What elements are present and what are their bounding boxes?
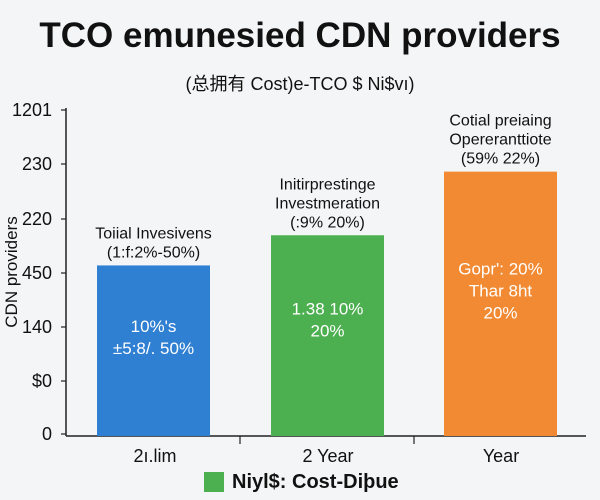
- bar-3: [444, 171, 557, 436]
- x-tick-label: Year: [483, 446, 519, 466]
- y-tick-label: 1201: [12, 100, 52, 120]
- bar-2-top-label: (:9% 20%): [290, 214, 365, 231]
- bar-1-inner-label: 10%'s: [131, 317, 177, 336]
- bar-2: [271, 235, 384, 436]
- bar-3-inner-label: Thar 8ht: [469, 282, 533, 301]
- y-axis-title: CDN providers: [2, 216, 21, 327]
- bar-2-top-label: Initirprestinge: [279, 176, 375, 193]
- y-tick-label: 230: [22, 154, 52, 174]
- y-tick-label: $0: [32, 371, 52, 391]
- y-tick-label: 0: [42, 424, 52, 444]
- bar-1-top-label: (1:f:2%-50%): [107, 244, 200, 261]
- bar-2-inner-label: 20%: [310, 322, 344, 341]
- bar-3-top-label: Opereranttiote: [449, 132, 551, 149]
- bar-3-top-label: Cotial preiaing: [449, 113, 551, 130]
- bar-2-inner-label: 1.38 10%: [292, 300, 364, 319]
- y-tick-label: 140: [22, 317, 52, 337]
- chart-title: TCO emunesied CDN providers: [39, 16, 561, 55]
- chart-subtitle: (总拥有 Cost)e-TCO $ Ni$vı): [185, 74, 415, 94]
- chart-legend: Niyl$: Cost-Diþue: [204, 470, 399, 494]
- x-tick-label: 2 Year: [302, 446, 353, 466]
- bar-3-top-label: (59% 22%): [461, 151, 540, 168]
- y-tick-label: 220: [22, 209, 52, 229]
- bar-1: [97, 265, 210, 436]
- bar-3-inner-label: Gopr': 20%: [458, 260, 543, 279]
- bar-1-top-label: Toiial Invesivens: [95, 225, 212, 242]
- bar-1-inner-label: ±5:8/. 50%: [113, 339, 194, 358]
- legend-swatch-green: [204, 472, 224, 492]
- legend-label: Niyl$: Cost-Diþue: [232, 470, 399, 493]
- bar-3-inner-label: 20%: [483, 304, 517, 323]
- x-tick-label: 2ı.lim: [133, 446, 176, 466]
- y-tick-label: 450: [22, 263, 52, 283]
- bar-2-top-label: Investmeration: [275, 195, 380, 212]
